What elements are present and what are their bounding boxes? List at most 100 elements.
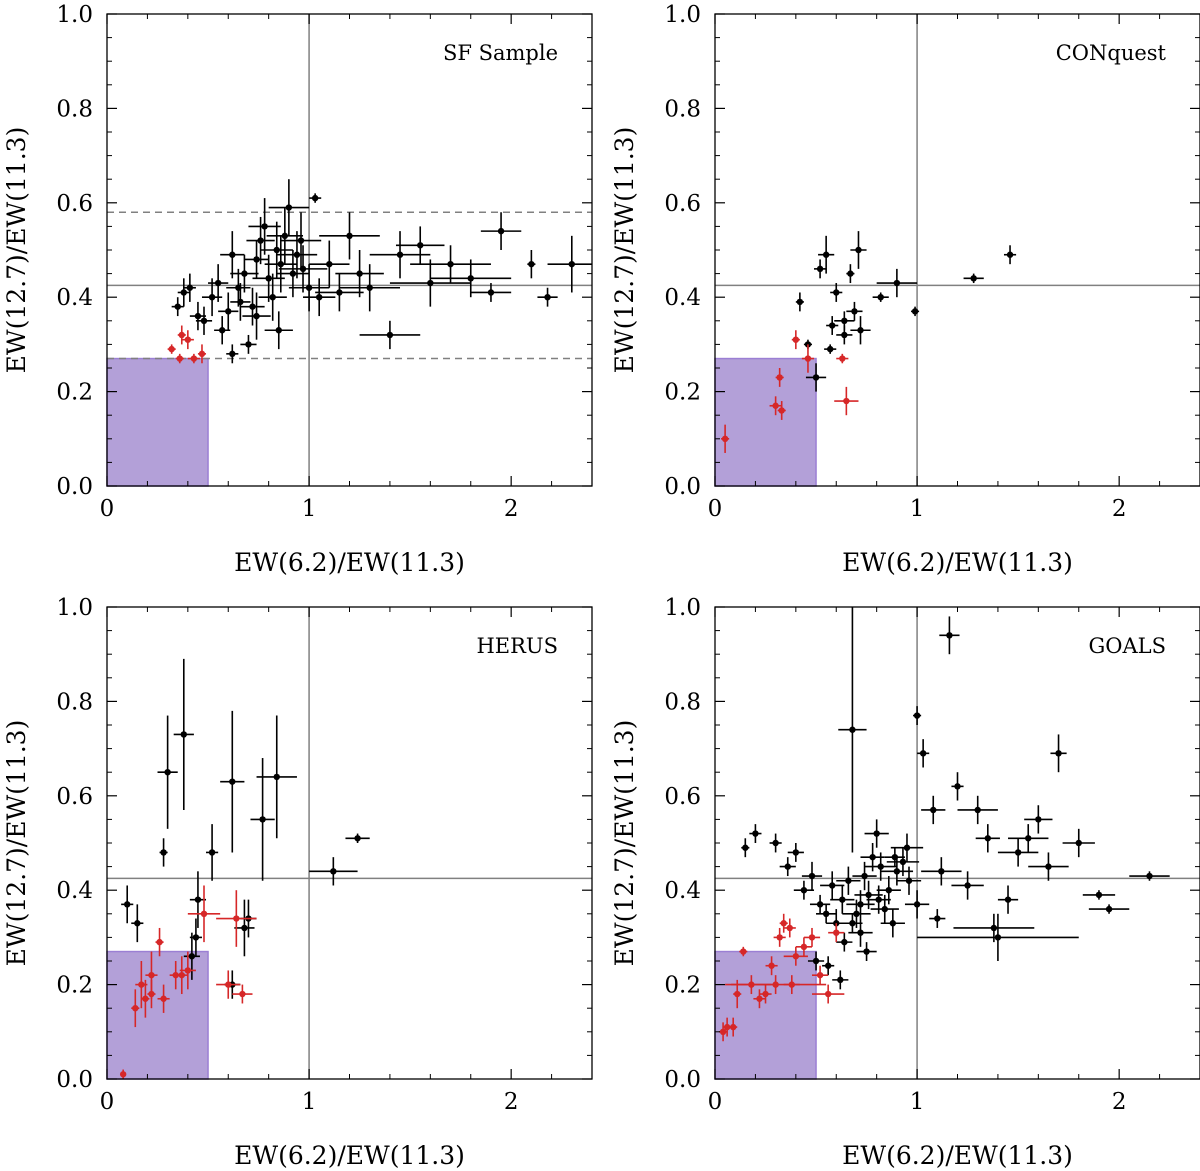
- goals-marker: [816, 971, 824, 979]
- goals-marker: [786, 924, 793, 932]
- conquest-marker: [816, 265, 824, 273]
- goals-black-point: [864, 852, 897, 881]
- conquest-black-point: [850, 231, 867, 269]
- sf-sample-black-point: [470, 283, 512, 302]
- conquest-ytick-label: 0.4: [664, 285, 701, 311]
- goals-marker: [740, 948, 747, 955]
- sf-sample-marker: [285, 204, 293, 211]
- sf-sample-black-point: [339, 264, 401, 312]
- goals-marker: [845, 877, 852, 884]
- goals-black-point: [904, 890, 930, 919]
- goals-black-point: [864, 819, 889, 848]
- herus-ylabel: EW(12.7)/EW(11.3): [2, 720, 31, 967]
- conquest-red-point: [775, 368, 784, 387]
- goals-ytick-label: 1.0: [664, 595, 701, 621]
- goals-black-point: [820, 871, 845, 900]
- goals-black-point: [884, 847, 905, 867]
- sf-sample-marker: [214, 279, 222, 287]
- sf-sample-marker: [326, 260, 333, 268]
- herus-black-point: [173, 658, 194, 810]
- conquest-black-point: [876, 268, 918, 298]
- conquest-black-point: [911, 306, 920, 317]
- sf-sample-black-point: [276, 250, 310, 298]
- herus-black-point: [189, 918, 202, 957]
- goals-black-point: [749, 824, 762, 843]
- goals-marker: [1014, 849, 1022, 856]
- goals-black-point: [1129, 871, 1170, 881]
- sf-sample-marker: [467, 275, 474, 282]
- goals-red-point: [753, 989, 766, 1009]
- sf-sample-black-point: [240, 287, 265, 326]
- sf-sample-black-point: [547, 235, 592, 293]
- sf-sample-black-point: [315, 273, 364, 312]
- sf-sample-marker: [198, 350, 206, 358]
- goals-marker: [905, 877, 913, 884]
- sf-sample-ytick-label: 1.0: [56, 2, 93, 28]
- goals-red-point: [812, 984, 845, 1004]
- sf-sample-black-point: [264, 311, 293, 350]
- goals-marker: [1035, 816, 1042, 823]
- goals-red-point: [783, 918, 796, 938]
- herus-ytick-label: 1.0: [56, 595, 93, 621]
- goals-ytick-label: 0.8: [664, 689, 701, 715]
- herus-black-point: [183, 932, 200, 980]
- sf-sample-marker: [180, 289, 187, 296]
- goals-marker: [938, 868, 945, 875]
- goals-marker: [1055, 750, 1062, 757]
- sf-sample-ylabel: EW(12.7)/EW(11.3): [2, 127, 31, 374]
- sf-sample-marker: [176, 355, 183, 362]
- conquest-marker: [841, 331, 848, 339]
- goals-marker: [990, 924, 998, 932]
- sf-sample-red-point: [177, 325, 186, 345]
- goals-red-point: [729, 1017, 738, 1037]
- goals-black-point: [917, 913, 1079, 961]
- goals-marker: [780, 920, 787, 927]
- sf-sample-marker: [241, 270, 248, 277]
- conquest-black-point: [846, 301, 863, 321]
- goals-black-point: [822, 956, 835, 976]
- sf-sample-points: [167, 179, 592, 364]
- sf-sample-black-point: [430, 259, 512, 298]
- goals-black-point: [890, 833, 924, 862]
- sf-sample-marker: [568, 260, 575, 268]
- conquest-marker: [804, 341, 812, 348]
- goals-marker: [824, 962, 832, 969]
- goals-red-point: [779, 913, 788, 933]
- sf-sample-red-point: [187, 353, 200, 364]
- herus-black-point: [309, 857, 358, 886]
- goals-marker: [889, 920, 897, 927]
- herus-red-point: [155, 927, 164, 957]
- sf-sample-marker: [281, 232, 289, 240]
- goals-black-point: [975, 824, 1000, 853]
- goals-black-point: [838, 607, 867, 853]
- sf-sample-black-point: [319, 212, 380, 260]
- herus-marker: [241, 924, 248, 932]
- goals-black-point: [787, 843, 804, 862]
- goals-marker: [934, 915, 941, 922]
- herus-ytick-label: 0.4: [56, 878, 93, 904]
- herus-black-point: [206, 824, 219, 881]
- conquest-ytick-label: 0.2: [664, 380, 701, 406]
- goals-black-point: [939, 616, 960, 655]
- sf-sample-black-point: [278, 245, 328, 293]
- herus-red-point: [135, 961, 148, 1009]
- goals-black-point: [1024, 805, 1053, 834]
- conquest-red-point: [777, 401, 786, 420]
- conquest-red-point: [791, 330, 800, 350]
- conquest-marker: [855, 246, 862, 254]
- goals-marker: [742, 844, 749, 851]
- herus-black-point: [220, 710, 245, 853]
- sf-sample-black-point: [220, 231, 245, 279]
- goals-black-point: [1028, 852, 1069, 881]
- goals-xtick-label: 1: [910, 1089, 925, 1115]
- sf-sample-marker: [544, 294, 551, 301]
- goals-marker: [762, 990, 769, 998]
- sf-sample-marker: [273, 246, 280, 254]
- herus-black-point: [345, 833, 370, 843]
- sf-sample-xtick-label: 1: [302, 496, 317, 522]
- sf-sample-marker: [311, 194, 319, 202]
- goals-marker: [919, 750, 927, 757]
- herus-red-point: [119, 1069, 127, 1079]
- goals-points: [719, 607, 1170, 1042]
- goals-marker: [946, 632, 953, 639]
